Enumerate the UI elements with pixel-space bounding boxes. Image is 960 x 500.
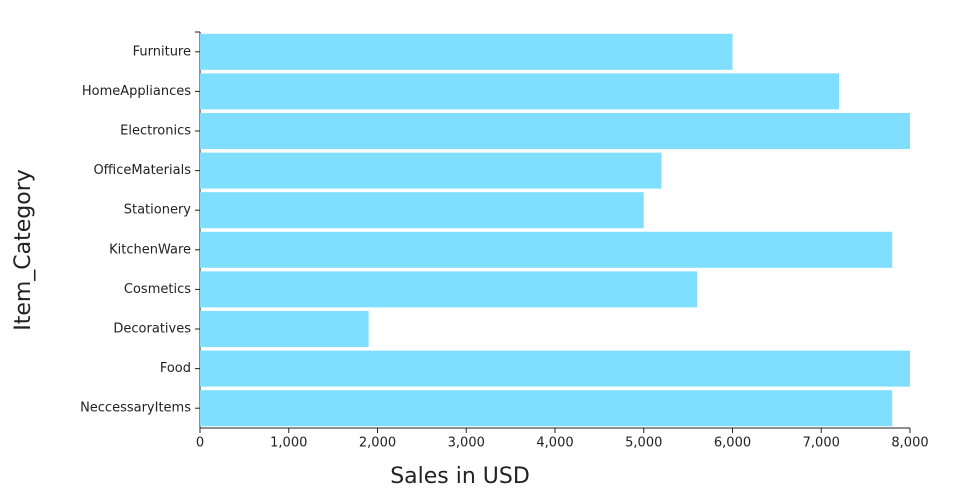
bar — [200, 271, 697, 308]
y-axis-title: Item_Category — [11, 169, 36, 331]
x-tick-label: 6,000 — [714, 436, 751, 451]
y-tick-label: KitchenWare — [109, 242, 191, 257]
y-tick-label: HomeAppliances — [82, 84, 191, 99]
x-tick-label: 7,000 — [803, 436, 840, 451]
x-tick-label: 4,000 — [536, 436, 573, 451]
y-tick-label: Stationery — [124, 203, 192, 218]
y-tick-label: Cosmetics — [124, 282, 191, 297]
y-tick-label: Electronics — [120, 124, 191, 139]
x-tick-label: 3,000 — [448, 436, 485, 451]
y-tick-label: Decoratives — [113, 322, 191, 337]
x-tick-label: 5,000 — [625, 436, 662, 451]
x-tick-label: 0 — [196, 436, 204, 451]
bar — [200, 192, 644, 229]
bar — [200, 112, 910, 150]
bar — [200, 310, 369, 348]
y-tick-label: NeccessaryItems — [80, 401, 191, 416]
bar — [200, 350, 910, 387]
x-tick-label: 1,000 — [270, 436, 307, 451]
bar — [200, 390, 893, 427]
bar — [200, 33, 733, 70]
bar — [200, 231, 893, 268]
y-tick-label: OfficeMaterials — [93, 163, 191, 178]
bar — [200, 152, 662, 189]
x-tick-label: 2,000 — [359, 436, 396, 451]
x-tick-label: 8,000 — [891, 436, 928, 451]
y-tick-label: Food — [160, 361, 191, 376]
bar — [200, 73, 839, 110]
y-tick-label: Furniture — [133, 44, 191, 59]
x-axis-title: Sales in USD — [390, 464, 530, 489]
